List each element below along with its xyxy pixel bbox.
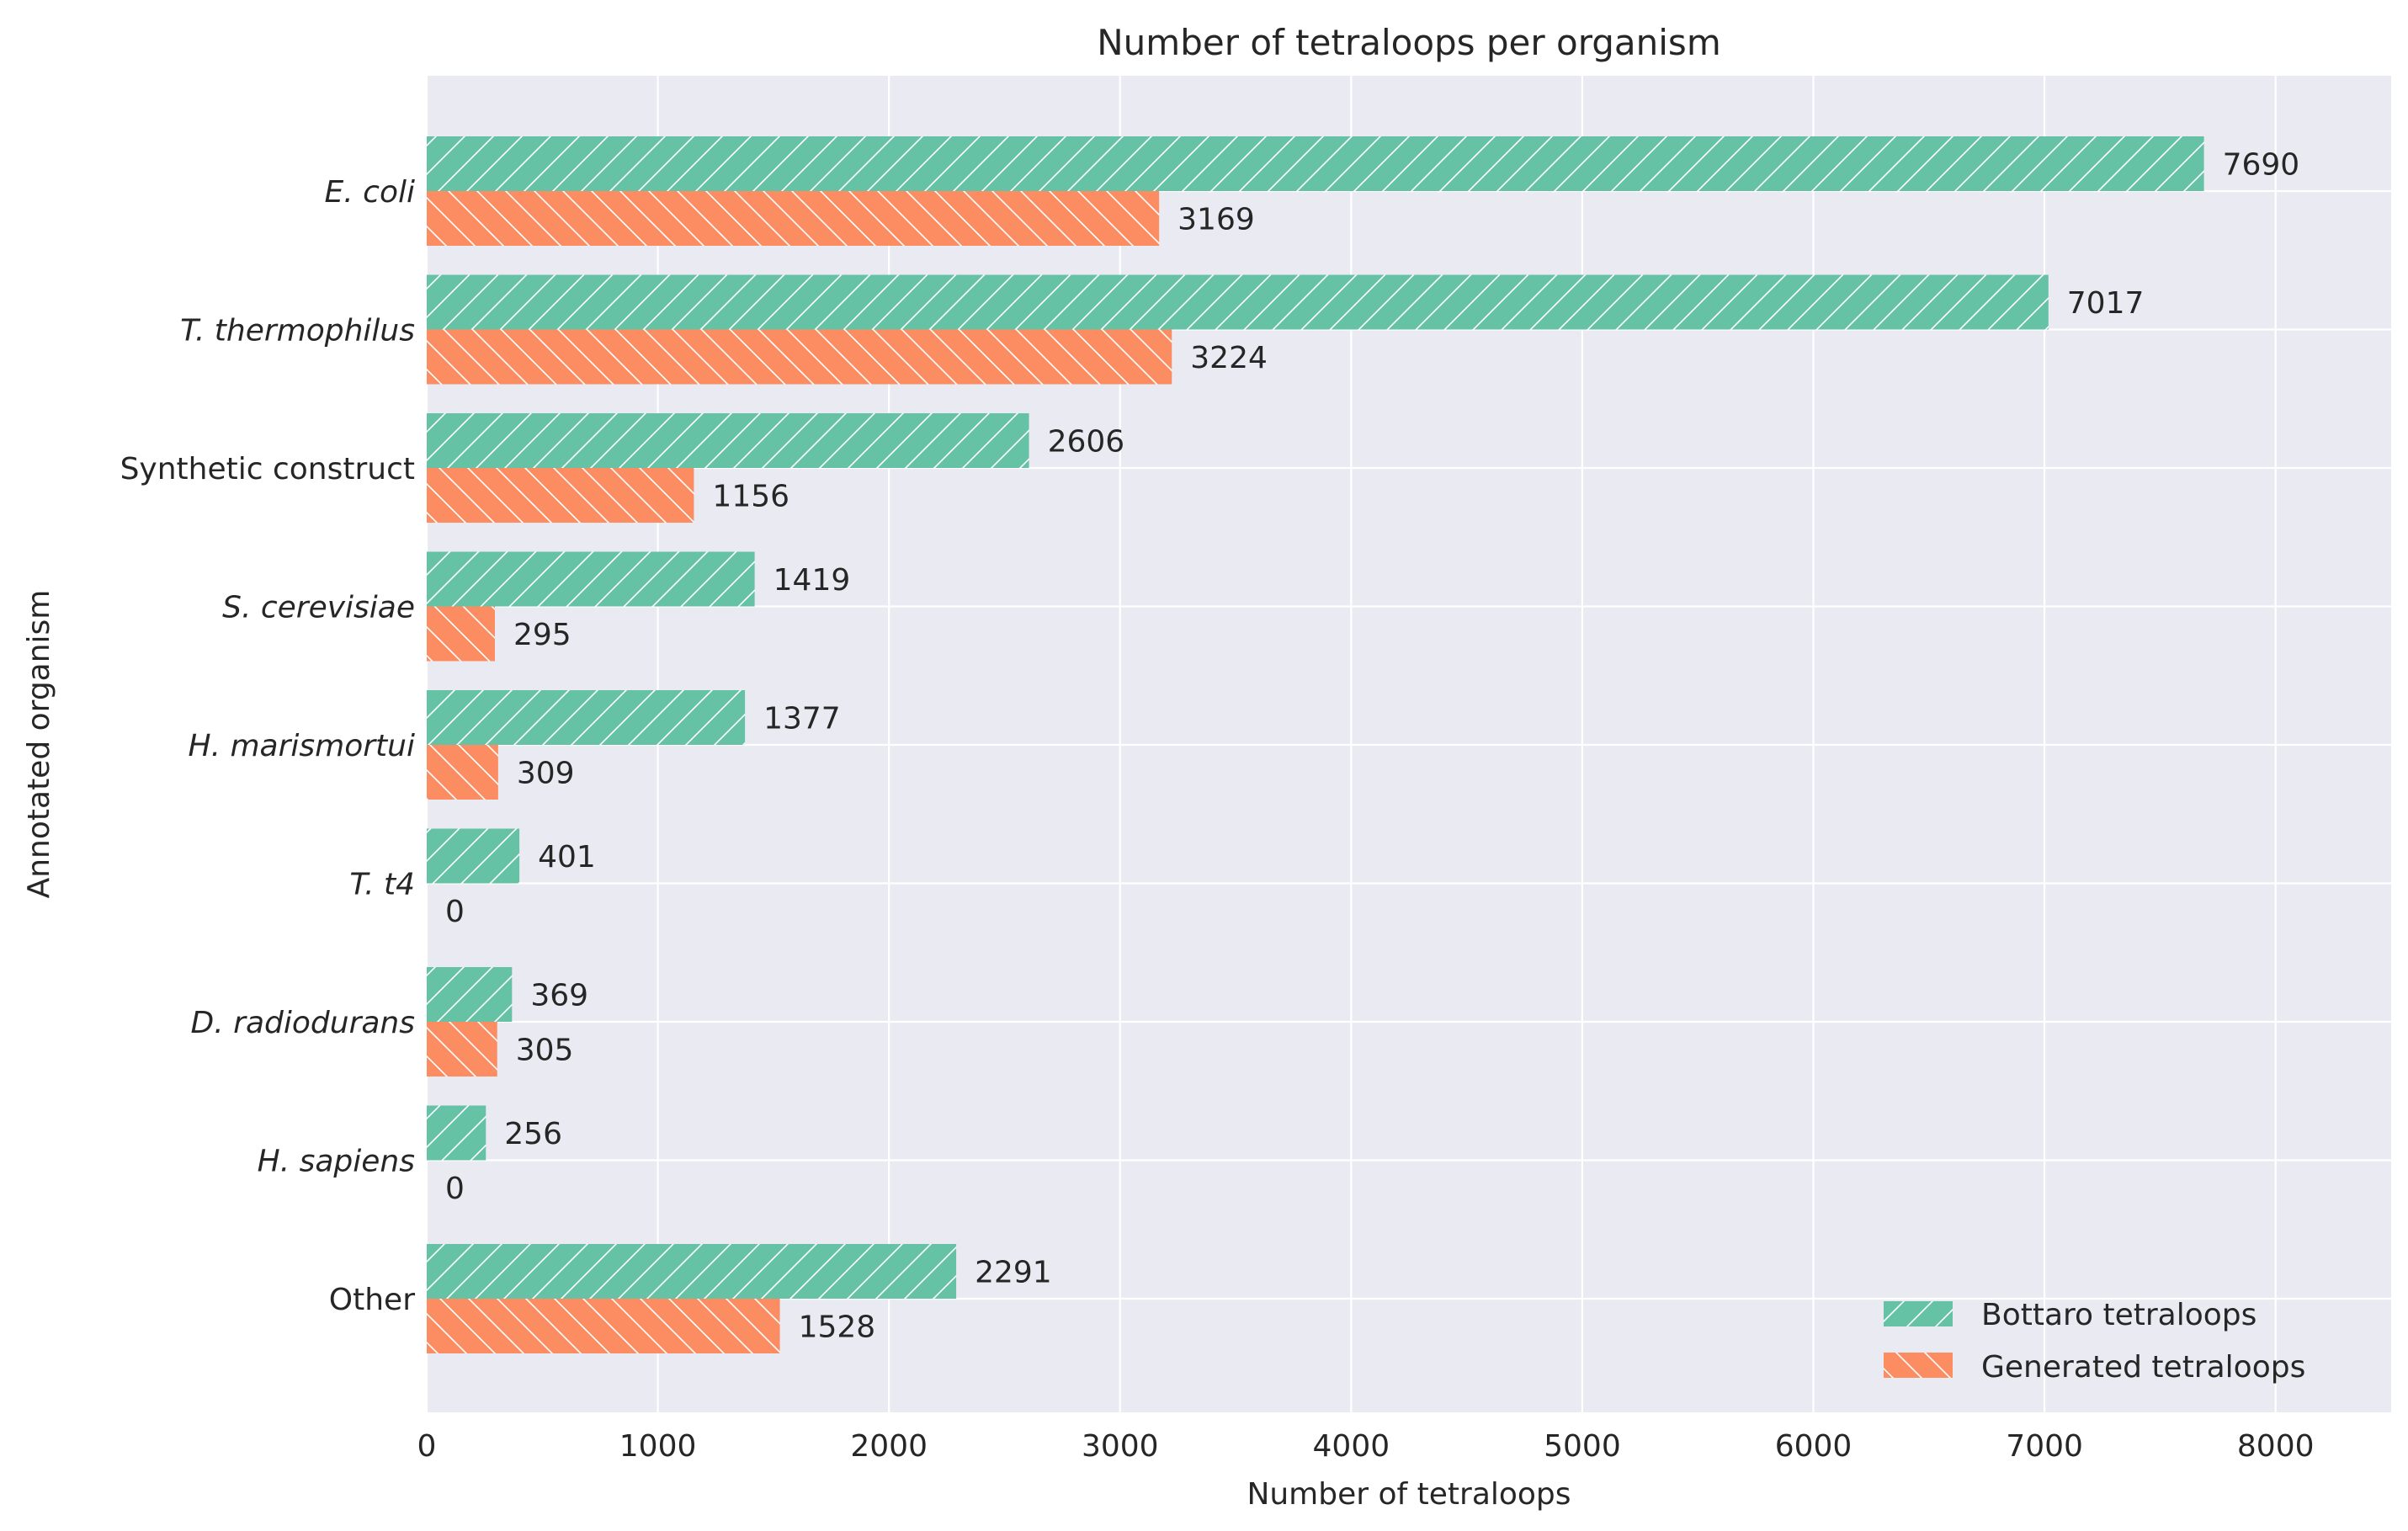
y-tick-label-other: Other xyxy=(329,1283,415,1317)
bar-generated-t-thermophilus xyxy=(427,329,1172,385)
bar-bottaro-s-cerevisiae xyxy=(427,551,755,607)
bar-bottaro-h-marismortui xyxy=(427,690,746,745)
bar-bottaro-other xyxy=(427,1244,957,1299)
y-tick-label-s-cerevisiae: S. cerevisiae xyxy=(222,591,415,625)
bar-generated-e-coli xyxy=(427,191,1160,246)
x-tick-label: 2000 xyxy=(850,1429,928,1464)
x-tick-label: 8000 xyxy=(2237,1429,2315,1464)
y-tick-label-e-coli: E. coli xyxy=(325,175,415,210)
bar-bottaro-t-t4 xyxy=(427,828,520,884)
bar-bottaro-d-radiodurans xyxy=(427,967,513,1022)
bar-bottaro-synthetic-construct xyxy=(427,413,1029,468)
bar-generated-h-marismortui xyxy=(427,745,498,800)
legend-swatch-bottaro xyxy=(1884,1301,1953,1326)
value-label-bottaro-s-cerevisiae: 1419 xyxy=(773,563,851,598)
value-label-bottaro-t-t4: 401 xyxy=(538,840,596,874)
value-label-generated-other: 1528 xyxy=(799,1310,876,1345)
value-label-bottaro-h-sapiens: 256 xyxy=(504,1117,562,1151)
x-tick-label: 3000 xyxy=(1082,1429,1159,1464)
x-tick-label: 4000 xyxy=(1313,1429,1390,1464)
value-label-generated-e-coli: 3169 xyxy=(1177,203,1255,237)
y-tick-label-h-sapiens: H. sapiens xyxy=(258,1145,415,1179)
value-label-generated-d-radiodurans: 305 xyxy=(516,1034,574,1068)
value-label-bottaro-other: 2291 xyxy=(975,1256,1052,1290)
value-label-bottaro-t-thermophilus: 7017 xyxy=(2067,286,2145,321)
x-tick-label: 7000 xyxy=(2006,1429,2083,1464)
value-label-bottaro-d-radiodurans: 369 xyxy=(530,979,588,1013)
bar-generated-other xyxy=(427,1299,780,1353)
legend: Bottaro tetraloops Generated tetraloops xyxy=(1884,1298,2305,1385)
x-tick-label: 1000 xyxy=(619,1429,697,1464)
x-tick-label: 6000 xyxy=(1775,1429,1853,1464)
value-label-generated-synthetic-construct: 1156 xyxy=(712,480,789,514)
x-tick-labels: 0 1000 2000 3000 4000 5000 6000 7000 8000 xyxy=(417,1429,2315,1464)
value-label-bottaro-synthetic-construct: 2606 xyxy=(1048,425,1125,460)
value-label-bottaro-h-marismortui: 1377 xyxy=(763,702,841,736)
value-label-generated-s-cerevisiae: 295 xyxy=(513,618,571,652)
legend-label-bottaro: Bottaro tetraloops xyxy=(1981,1298,2257,1332)
x-tick-label: 0 xyxy=(417,1429,437,1464)
y-tick-labels: E. coli T. thermophilus Synthetic construc… xyxy=(120,175,416,1317)
bar-bottaro-e-coli xyxy=(427,136,2204,191)
chart-title: Number of tetraloops per organism xyxy=(1097,22,1720,63)
y-tick-label-t-t4: T. t4 xyxy=(349,868,415,902)
y-tick-label-d-radiodurans: D. radiodurans xyxy=(191,1006,415,1040)
y-tick-label-t-thermophilus: T. thermophilus xyxy=(180,314,415,348)
x-axis-label: Number of tetraloops xyxy=(1247,1477,1571,1512)
value-label-bottaro-e-coli: 7690 xyxy=(2223,148,2300,183)
legend-label-generated: Generated tetraloops xyxy=(1981,1350,2305,1385)
value-label-generated-h-marismortui: 309 xyxy=(517,757,575,791)
x-tick-label: 5000 xyxy=(1544,1429,1621,1464)
legend-swatch-generated xyxy=(1884,1353,1953,1378)
bar-generated-synthetic-construct xyxy=(427,468,694,523)
value-label-generated-h-sapiens: 0 xyxy=(445,1172,465,1206)
y-tick-label-h-marismortui: H. marismortui xyxy=(189,729,415,763)
y-tick-label-synthetic-construct: Synthetic construct xyxy=(120,452,415,486)
y-axis-label: Annotated organism xyxy=(22,590,56,899)
value-label-generated-t-thermophilus: 3224 xyxy=(1190,341,1268,375)
bar-generated-d-radiodurans xyxy=(427,1022,497,1076)
value-label-generated-t-t4: 0 xyxy=(445,895,465,929)
bar-bottaro-t-thermophilus xyxy=(427,274,2049,330)
bar-generated-s-cerevisiae xyxy=(427,606,496,662)
value-labels: 7690 3169 7017 3224 2606 1156 1419 295 1377 309 40… xyxy=(445,148,2299,1345)
bars xyxy=(427,136,2204,1353)
bar-bottaro-h-sapiens xyxy=(427,1105,486,1161)
